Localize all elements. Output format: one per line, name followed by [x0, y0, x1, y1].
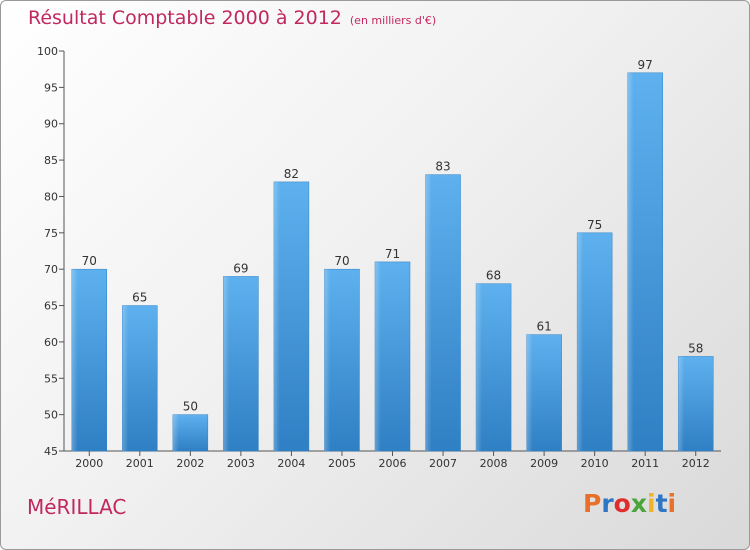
x-tick-label: 2010: [581, 457, 609, 470]
town-name: MéRILLAC: [27, 495, 127, 519]
y-tick-label: 60: [44, 336, 58, 349]
bar-chart: 45 50 55 60 65 70 75 80 85 90 95 100 2000 2001 2002 200…: [37, 45, 721, 470]
logo-letter: r: [601, 489, 614, 518]
x-tick-label: 2012: [682, 457, 710, 470]
data-label-2009: 61: [536, 320, 551, 334]
y-tick-label: 90: [44, 118, 58, 131]
bar-highlight: [577, 232, 584, 451]
x-tick-label: 2004: [277, 457, 305, 470]
data-label-2006: 71: [385, 247, 400, 261]
x-tick-label: 2000: [75, 457, 103, 470]
x-tick-label: 2001: [126, 457, 154, 470]
bar-highlight: [71, 269, 78, 451]
y-tick-label: 55: [44, 372, 58, 385]
bar-highlight: [526, 334, 533, 451]
bar-highlight: [678, 356, 685, 451]
x-tick-label: 2011: [631, 457, 659, 470]
data-label-2001: 65: [132, 291, 147, 305]
bar-highlight: [223, 276, 230, 451]
bar-highlight: [627, 72, 634, 452]
y-tick-label: 85: [44, 154, 58, 167]
y-tick-label: 45: [44, 445, 58, 458]
logo-letter: i: [667, 489, 677, 518]
bar-highlight: [375, 261, 381, 451]
y-tick-label: 75: [44, 227, 58, 240]
x-tick-label: 2003: [227, 457, 255, 470]
data-label-2007: 83: [435, 160, 450, 174]
data-label-2008: 68: [486, 269, 501, 283]
data-label-2010: 75: [587, 218, 602, 232]
y-tick-label: 50: [44, 409, 58, 422]
logo-letter: P: [583, 489, 602, 518]
data-label-2002: 50: [183, 400, 198, 414]
x-tick-label: 2007: [429, 457, 457, 470]
y-tick-label: 100: [37, 45, 58, 58]
x-tick-label: 2008: [480, 457, 508, 470]
x-tick-label: 2006: [379, 457, 407, 470]
y-tick-label: 70: [44, 263, 58, 276]
x-tick-label: 2005: [328, 457, 356, 470]
data-label-2004: 82: [284, 167, 299, 181]
bar-highlight: [324, 269, 331, 451]
bar-highlight: [273, 181, 280, 451]
bar-highlight: [172, 414, 179, 451]
chart-title: Résultat Comptable 2000 à 2012 (en millie…: [28, 7, 436, 29]
bar-highlight: [122, 305, 129, 451]
logo-letter: o: [613, 489, 631, 518]
y-tick-label: 95: [44, 81, 58, 94]
data-label-2011: 97: [638, 58, 653, 72]
data-label-2005: 70: [334, 254, 349, 268]
data-label-2012: 58: [688, 341, 703, 355]
bar-highlight: [425, 174, 432, 452]
logo-letter: x: [630, 489, 647, 518]
proxiti-logo: Proxiti: [583, 489, 676, 518]
bar-highlight: [476, 283, 483, 451]
y-tick-label: 65: [44, 300, 58, 313]
y-tick-label: 80: [44, 190, 58, 203]
x-tick-label: 2009: [530, 457, 558, 470]
chart-title-text: Résultat Comptable 2000 à 2012: [28, 7, 342, 29]
data-label-2000: 70: [82, 254, 97, 268]
data-label-2003: 69: [233, 261, 248, 275]
chart-subtitle: (en milliers d'€): [349, 14, 437, 27]
logo-letter: i: [647, 489, 656, 518]
x-tick-label: 2002: [176, 457, 204, 470]
logo-letter: t: [655, 489, 668, 518]
